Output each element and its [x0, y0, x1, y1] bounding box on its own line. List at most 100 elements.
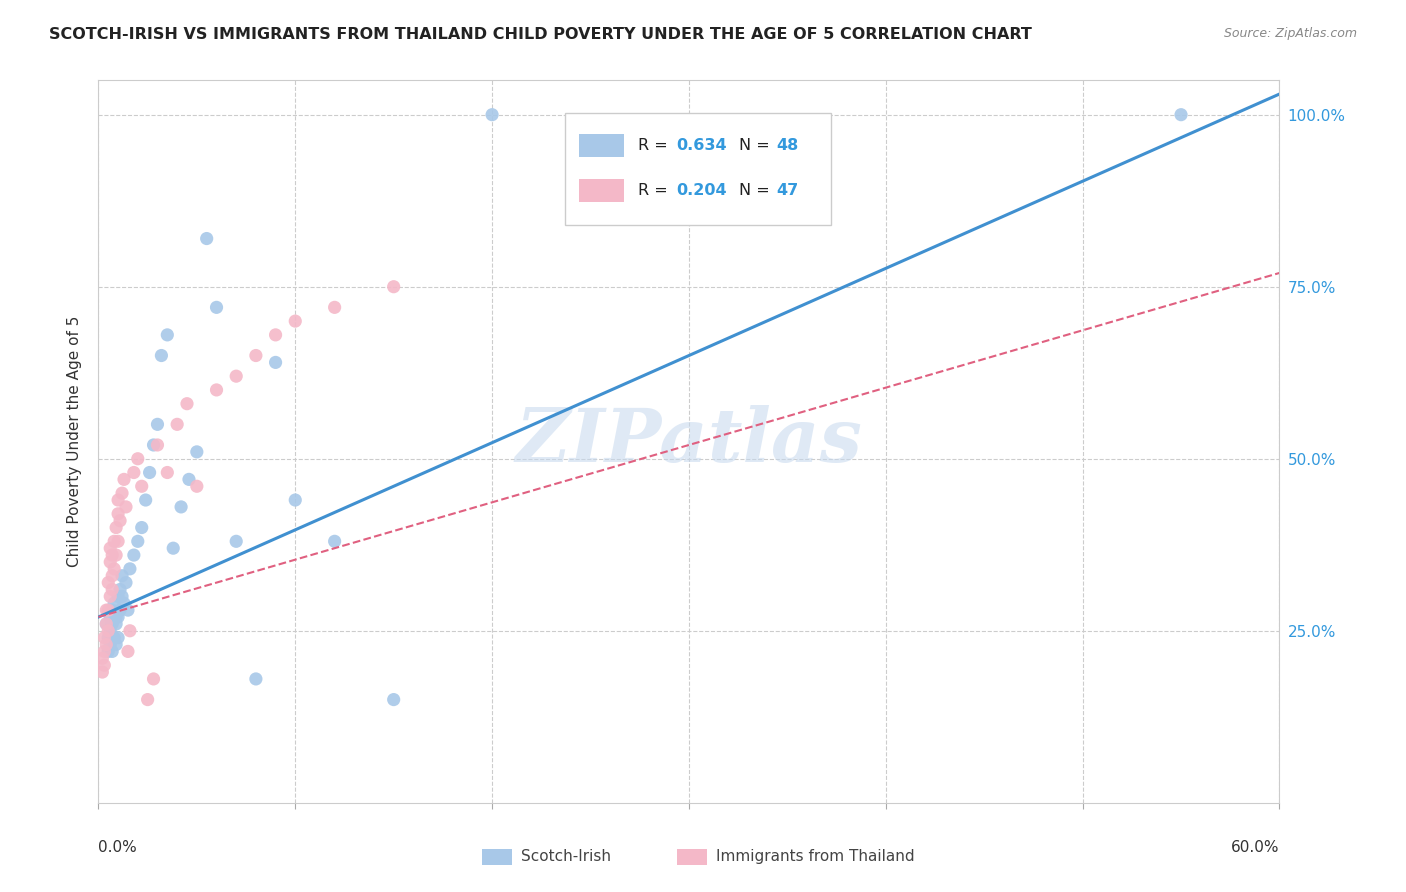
Point — [135, 493, 157, 508]
Point — [323, 534, 346, 549]
Point — [111, 590, 134, 604]
Point — [195, 231, 218, 245]
Text: ZIPatlas: ZIPatlas — [516, 405, 862, 478]
Point — [118, 562, 141, 576]
Point — [98, 610, 121, 624]
Point — [170, 500, 193, 514]
Point — [115, 575, 138, 590]
Point — [111, 568, 134, 582]
Point — [108, 603, 131, 617]
Point — [142, 438, 165, 452]
Point — [225, 369, 247, 384]
Point — [323, 301, 346, 315]
Text: R =: R = — [638, 137, 673, 153]
Point — [107, 507, 129, 521]
Point — [138, 466, 160, 480]
Point — [97, 603, 120, 617]
Point — [103, 562, 125, 576]
Point — [156, 327, 179, 342]
Point — [101, 603, 124, 617]
FancyBboxPatch shape — [579, 134, 624, 157]
Point — [101, 616, 124, 631]
Point — [112, 472, 135, 486]
Point — [205, 301, 228, 315]
Point — [481, 108, 503, 122]
Text: Scotch-Irish: Scotch-Irish — [522, 849, 612, 864]
Point — [225, 534, 247, 549]
Point — [136, 692, 159, 706]
Point — [131, 520, 153, 534]
Point — [107, 590, 129, 604]
Text: SCOTCH-IRISH VS IMMIGRANTS FROM THAILAND CHILD POVERTY UNDER THE AGE OF 5 CORREL: SCOTCH-IRISH VS IMMIGRANTS FROM THAILAND… — [49, 27, 1032, 42]
Point — [107, 534, 129, 549]
Point — [101, 582, 124, 597]
Point — [96, 603, 118, 617]
Point — [186, 445, 208, 459]
Point — [101, 548, 124, 562]
Point — [382, 692, 405, 706]
Point — [105, 638, 128, 652]
Point — [105, 520, 128, 534]
Point — [245, 349, 267, 363]
FancyBboxPatch shape — [482, 849, 512, 865]
Text: Source: ZipAtlas.com: Source: ZipAtlas.com — [1223, 27, 1357, 40]
Point — [122, 466, 145, 480]
Point — [146, 417, 169, 432]
Point — [93, 658, 115, 673]
Point — [284, 493, 307, 508]
Point — [107, 610, 129, 624]
Text: 0.204: 0.204 — [676, 184, 727, 198]
Point — [103, 631, 125, 645]
Point — [142, 672, 165, 686]
Point — [122, 548, 145, 562]
Point — [96, 638, 118, 652]
Point — [205, 383, 228, 397]
Point — [166, 417, 188, 432]
Point — [91, 665, 114, 679]
Point — [107, 493, 129, 508]
Point — [98, 555, 121, 569]
Point — [93, 644, 115, 658]
Text: R =: R = — [638, 184, 673, 198]
Point — [98, 638, 121, 652]
Point — [112, 596, 135, 610]
Text: 48: 48 — [776, 137, 799, 153]
Point — [105, 610, 128, 624]
Point — [97, 644, 120, 658]
Point — [91, 651, 114, 665]
Point — [108, 582, 131, 597]
Point — [264, 327, 287, 342]
Point — [264, 355, 287, 369]
FancyBboxPatch shape — [565, 112, 831, 225]
Point — [107, 631, 129, 645]
Y-axis label: Child Poverty Under the Age of 5: Child Poverty Under the Age of 5 — [67, 316, 83, 567]
Point — [1170, 108, 1192, 122]
Text: Immigrants from Thailand: Immigrants from Thailand — [716, 849, 915, 864]
Point — [245, 672, 267, 686]
Point — [156, 466, 179, 480]
Text: N =: N = — [738, 137, 775, 153]
FancyBboxPatch shape — [579, 179, 624, 202]
Text: 47: 47 — [776, 184, 799, 198]
Point — [98, 590, 121, 604]
Point — [101, 568, 124, 582]
Point — [111, 486, 134, 500]
Point — [97, 631, 120, 645]
Text: 60.0%: 60.0% — [1232, 840, 1279, 855]
Point — [103, 596, 125, 610]
FancyBboxPatch shape — [678, 849, 707, 865]
Point — [284, 314, 307, 328]
Point — [150, 349, 173, 363]
Point — [127, 534, 149, 549]
Point — [97, 575, 120, 590]
Point — [118, 624, 141, 638]
Point — [97, 624, 120, 638]
Point — [117, 603, 139, 617]
Point — [176, 397, 198, 411]
Point — [117, 644, 139, 658]
Point — [96, 616, 118, 631]
Point — [131, 479, 153, 493]
Point — [186, 479, 208, 493]
Text: 0.0%: 0.0% — [98, 840, 138, 855]
Point — [103, 534, 125, 549]
